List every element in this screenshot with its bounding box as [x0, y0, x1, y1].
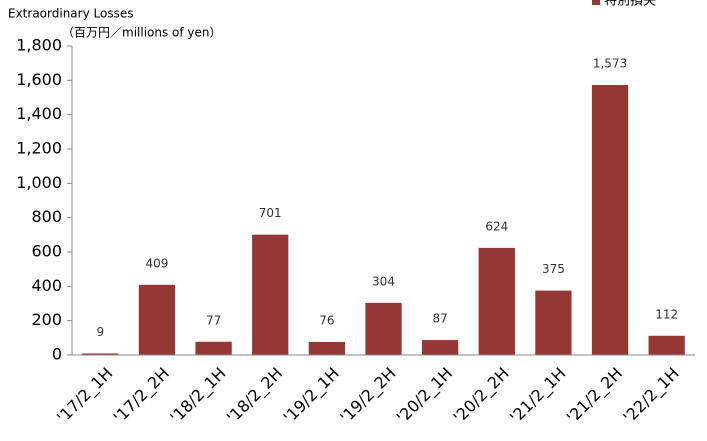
value-label: 304: [372, 274, 395, 288]
bar: [365, 302, 402, 355]
value-label: 76: [319, 313, 334, 327]
x-tick-label: '18/2_2H: [223, 364, 287, 428]
x-tick-label: '22/2_1H: [619, 364, 683, 428]
value-label: 701: [259, 206, 282, 220]
y-tick-label: 1,600: [16, 70, 62, 89]
x-tick-label: '21/2_1H: [506, 364, 570, 428]
y-tick-label: 600: [31, 242, 62, 261]
bar: [648, 335, 685, 355]
bar: [308, 341, 345, 355]
value-label: 624: [485, 219, 508, 233]
x-tick-label: '20/2_1H: [393, 364, 457, 428]
y-tick-label: 1,000: [16, 173, 62, 192]
bar: [422, 340, 459, 355]
y-tick-label: 200: [31, 310, 62, 329]
value-label: 1,573: [593, 56, 627, 70]
x-tick-label: '18/2_1H: [166, 364, 230, 428]
x-tick-label: '17/2_1H: [53, 364, 117, 428]
bar: [535, 290, 572, 355]
y-tick-label: 0: [52, 345, 62, 364]
y-tick-label: 800: [31, 207, 62, 226]
value-label: 87: [432, 312, 447, 326]
chart-title: Extraordinary Losses: [8, 7, 133, 21]
value-label: 112: [655, 307, 678, 321]
bar: [591, 84, 629, 356]
legend-label: 特別損失: [604, 0, 656, 9]
bar: [138, 284, 176, 355]
bar: [195, 341, 232, 355]
x-tick-label: '19/2_2H: [336, 364, 400, 428]
x-tick-label: '21/2_2H: [563, 364, 627, 428]
y-tick-label: 1,200: [16, 139, 62, 158]
bar: [478, 247, 515, 355]
value-label: 77: [206, 313, 221, 327]
value-label: 409: [146, 256, 169, 270]
y-tick-label: 400: [31, 276, 62, 295]
value-label: 375: [542, 262, 565, 276]
legend-swatch: [592, 0, 600, 5]
value-label: 9: [96, 325, 104, 339]
x-tick-label: '19/2_1H: [280, 364, 344, 428]
bar: [252, 234, 289, 355]
bar: [82, 353, 119, 355]
chart-subtitle: （百万円／millions of yen）: [62, 26, 222, 40]
x-tick-label: '20/2_2H: [449, 364, 513, 428]
y-tick-label: 1,800: [16, 36, 62, 55]
y-tick-label: 1,400: [16, 104, 62, 123]
x-tick-label: '17/2_2H: [110, 364, 174, 428]
